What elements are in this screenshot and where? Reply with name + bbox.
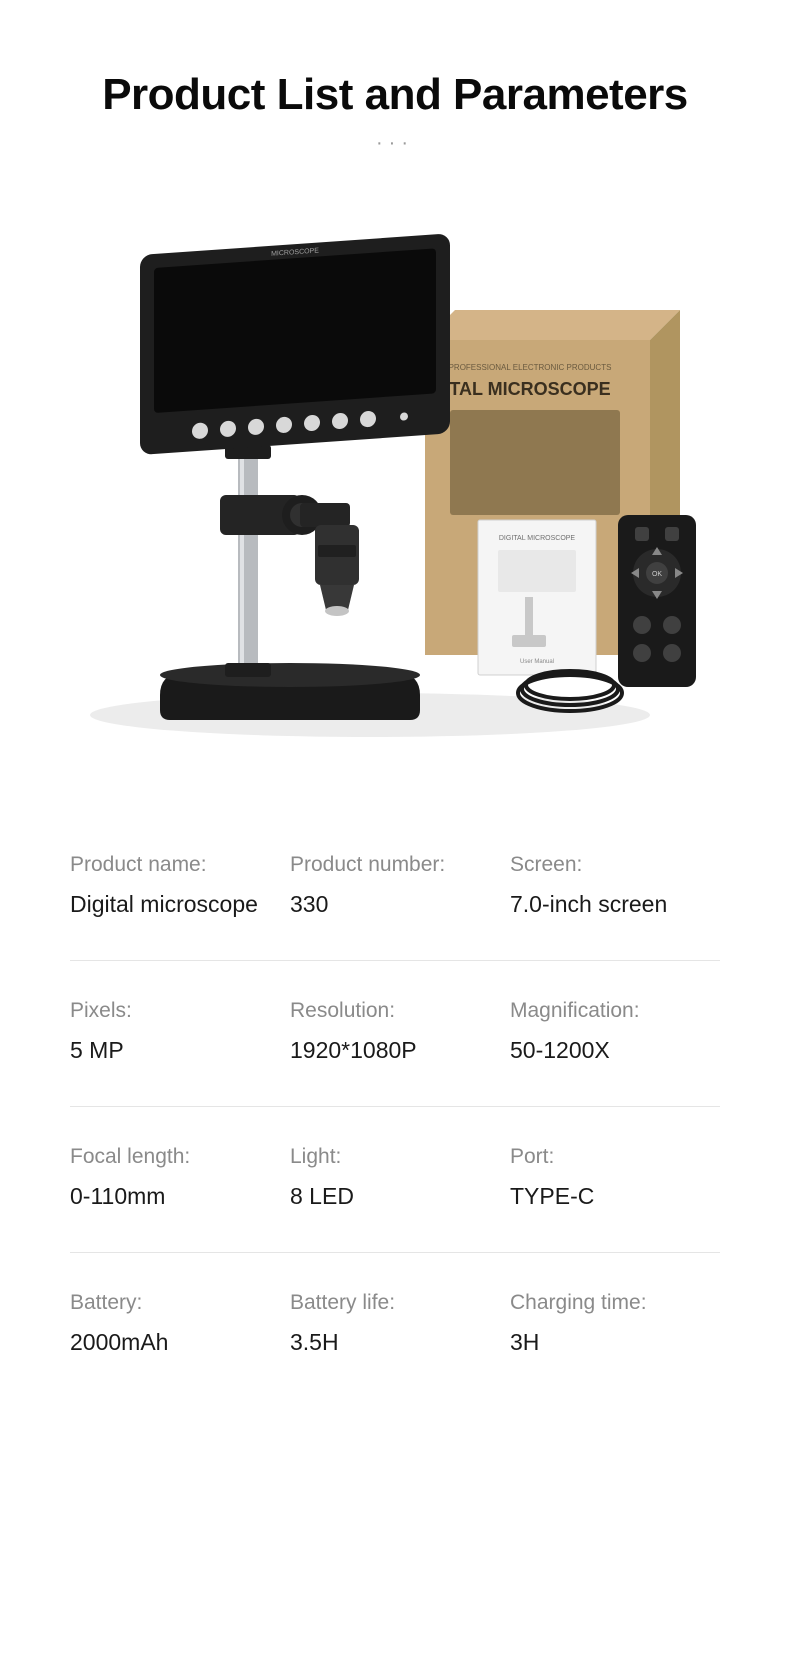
spec-row: Product name: Digital microscope Product… — [70, 815, 720, 961]
spec-label: Battery life: — [290, 1291, 500, 1315]
spec-label: Resolution: — [290, 999, 500, 1023]
product-illustration: PROFESSIONAL ELECTRONIC PRODUCTS TAL MIC… — [70, 195, 720, 755]
spec-label: Screen: — [510, 853, 720, 877]
manual-title: DIGITAL MICROSCOPE — [499, 535, 576, 542]
spec-value: 7.0-inch screen — [510, 891, 720, 918]
spec-cell: Port: TYPE-C — [510, 1145, 720, 1210]
spec-label: Magnification: — [510, 999, 720, 1023]
spec-cell: Battery life: 3.5H — [290, 1291, 500, 1356]
spec-value: 3.5H — [290, 1329, 500, 1356]
spec-label: Battery: — [70, 1291, 280, 1315]
microscope-base — [160, 663, 420, 720]
spec-cell: Product number: 330 — [290, 853, 500, 918]
spec-value: Digital microscope — [70, 891, 280, 918]
spec-cell: Magnification: 50-1200X — [510, 999, 720, 1064]
spec-row: Focal length: 0-110mm Light: 8 LED Port:… — [70, 1107, 720, 1253]
product-svg: PROFESSIONAL ELECTRONIC PRODUCTS TAL MIC… — [70, 195, 720, 755]
spec-label: Port: — [510, 1145, 720, 1169]
spec-label: Pixels: — [70, 999, 280, 1023]
box-subtitle: PROFESSIONAL ELECTRONIC PRODUCTS — [449, 363, 612, 372]
spec-label: Product name: — [70, 853, 280, 877]
title-dots: ··· — [70, 132, 720, 155]
spec-cell: Light: 8 LED — [290, 1145, 500, 1210]
spec-value: 0-110mm — [70, 1183, 280, 1210]
spec-value: 5 MP — [70, 1037, 280, 1064]
spec-row: Pixels: 5 MP Resolution: 1920*1080P Magn… — [70, 961, 720, 1107]
spec-cell: Product name: Digital microscope — [70, 853, 280, 918]
spec-value: 1920*1080P — [290, 1037, 500, 1064]
spec-label: Product number: — [290, 853, 500, 877]
page-title: Product List and Parameters — [70, 70, 720, 120]
manual: DIGITAL MICROSCOPE User Manual — [478, 520, 596, 675]
spec-label: Charging time: — [510, 1291, 720, 1315]
spec-cell: Resolution: 1920*1080P — [290, 999, 500, 1064]
spec-cell: Pixels: 5 MP — [70, 999, 280, 1064]
spec-label: Focal length: — [70, 1145, 280, 1169]
box-title: TAL MICROSCOPE — [449, 379, 610, 399]
spec-label: Light: — [290, 1145, 500, 1169]
spec-value: 2000mAh — [70, 1329, 280, 1356]
spec-value: 50-1200X — [510, 1037, 720, 1064]
spec-value: TYPE-C — [510, 1183, 720, 1210]
stand-pole — [225, 445, 271, 677]
specs-table: Product name: Digital microscope Product… — [70, 815, 720, 1398]
remote: OK — [618, 515, 696, 687]
lens — [300, 503, 359, 616]
spec-cell: Screen: 7.0-inch screen — [510, 853, 720, 918]
monitor: MICROSCOPE — [140, 233, 450, 455]
spec-cell: Battery: 2000mAh — [70, 1291, 280, 1356]
spec-cell: Charging time: 3H — [510, 1291, 720, 1356]
spec-cell: Focal length: 0-110mm — [70, 1145, 280, 1210]
remote-ok: OK — [652, 571, 662, 578]
manual-footer: User Manual — [520, 659, 554, 665]
cable — [518, 671, 622, 711]
spec-row: Battery: 2000mAh Battery life: 3.5H Char… — [70, 1253, 720, 1398]
spec-value: 330 — [290, 891, 500, 918]
spec-value: 3H — [510, 1329, 720, 1356]
spec-value: 8 LED — [290, 1183, 500, 1210]
